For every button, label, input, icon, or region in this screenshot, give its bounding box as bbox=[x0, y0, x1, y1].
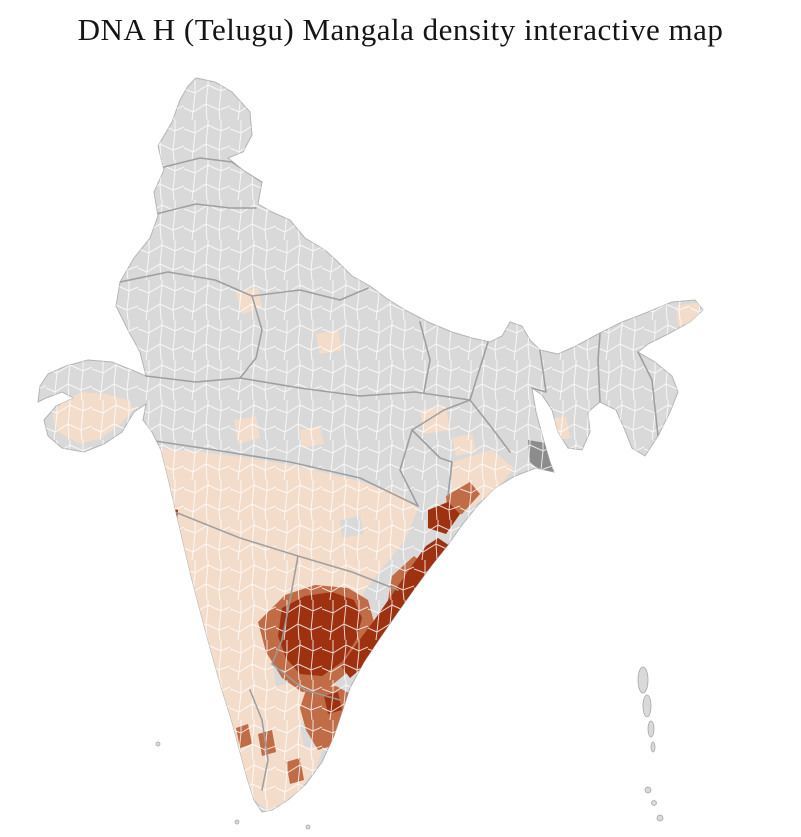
state-border-line bbox=[249, 689, 269, 791]
state-border-line bbox=[271, 663, 341, 701]
state-border-line bbox=[155, 203, 257, 215]
lakshadweep-island[interactable] bbox=[155, 741, 161, 747]
state-border-line bbox=[469, 399, 511, 453]
coastal-islet-1[interactable] bbox=[234, 819, 240, 825]
state-boundaries bbox=[119, 157, 659, 791]
state-border-line bbox=[147, 439, 419, 507]
state-border-line bbox=[251, 287, 369, 301]
district-boundaries-overlay bbox=[38, 78, 703, 812]
islands[interactable] bbox=[155, 666, 664, 830]
state-border-line bbox=[271, 555, 299, 665]
andaman-island-3[interactable] bbox=[647, 720, 655, 738]
state-border-line bbox=[637, 351, 659, 437]
andaman-island-1[interactable] bbox=[637, 666, 649, 694]
nicobar-island-3[interactable] bbox=[656, 814, 664, 822]
andaman-island-2[interactable] bbox=[642, 694, 652, 718]
state-border-line bbox=[531, 349, 547, 393]
andaman-island-4[interactable] bbox=[650, 741, 656, 753]
state-border-line bbox=[447, 461, 453, 497]
coastal-islet-2[interactable] bbox=[305, 824, 311, 830]
district-patch-goa[interactable] bbox=[169, 546, 182, 568]
nicobar-island-2[interactable] bbox=[651, 800, 657, 806]
state-border-line bbox=[469, 341, 489, 401]
district-patch-northeast-2[interactable] bbox=[596, 414, 620, 442]
state-border-line bbox=[239, 377, 471, 401]
state-border-line bbox=[419, 321, 431, 393]
nicobar-island-1[interactable] bbox=[644, 786, 652, 794]
state-border-line bbox=[119, 271, 263, 383]
state-border-line bbox=[597, 333, 601, 403]
page-title: DNA H (Telugu) Mangala density interacti… bbox=[77, 12, 724, 47]
state-border-line bbox=[411, 429, 453, 463]
